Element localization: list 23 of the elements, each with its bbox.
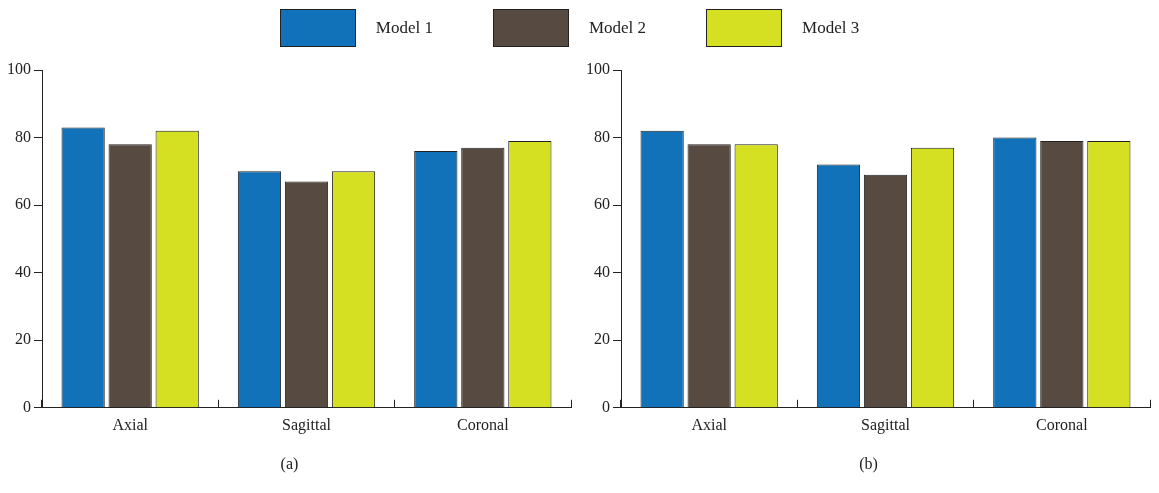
y-tick-label: 60 bbox=[15, 195, 31, 213]
y-tick-label: 100 bbox=[7, 60, 31, 78]
y-tick-label: 40 bbox=[15, 262, 31, 280]
x-tick-label: Coronal bbox=[1036, 415, 1089, 433]
y-tick-label: 60 bbox=[594, 195, 610, 213]
text: (b) bbox=[858, 455, 879, 473]
y-tick-label: 20 bbox=[15, 330, 31, 348]
y-tick-label: 80 bbox=[594, 127, 610, 145]
y-tick-label: 0 bbox=[602, 398, 610, 415]
x-tick-label: Sagittal bbox=[861, 415, 911, 434]
y-tick-label: 0 bbox=[23, 398, 31, 415]
y-tick-label: 100 bbox=[586, 60, 610, 78]
y-tick-label: 20 bbox=[594, 330, 610, 348]
x-tick-label: Axial bbox=[691, 415, 728, 433]
x-tick-label: Coronal bbox=[457, 415, 510, 433]
y-tick-label: 40 bbox=[594, 262, 610, 280]
legend-label: Model 1 bbox=[375, 18, 433, 38]
y-tick-label: 80 bbox=[15, 127, 31, 145]
x-tick-label: Sagittal bbox=[282, 415, 332, 434]
legend-label: Model 2 bbox=[588, 18, 647, 38]
legend-label: Model 3 bbox=[802, 18, 860, 38]
text: (a) bbox=[279, 455, 300, 473]
x-tick-label: Axial bbox=[112, 415, 149, 433]
